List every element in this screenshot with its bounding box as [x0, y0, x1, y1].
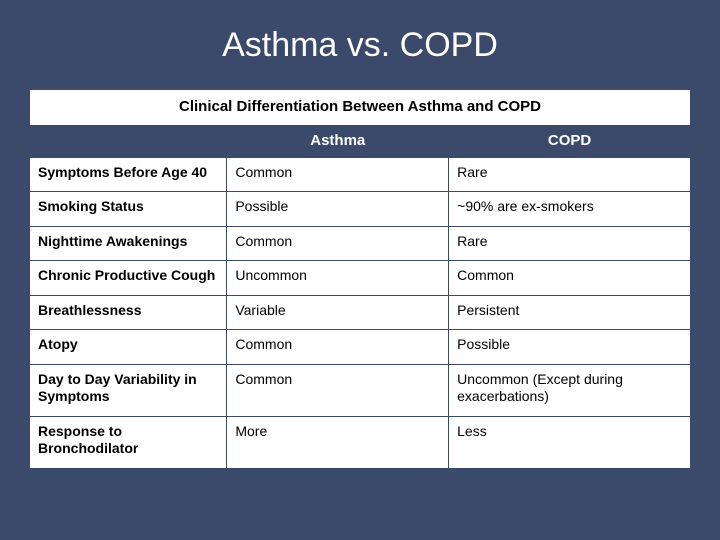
table-row: Day to Day Variability in Symptoms Commo… [30, 364, 691, 416]
copd-cell: Rare [449, 157, 691, 192]
table-row: Symptoms Before Age 40 Common Rare [30, 157, 691, 192]
asthma-cell: Common [227, 157, 449, 192]
copd-cell: Persistent [449, 295, 691, 330]
asthma-cell: More [227, 416, 449, 468]
table-body: Symptoms Before Age 40 Common Rare Smoki… [30, 157, 691, 468]
table-row: Nighttime Awakenings Common Rare [30, 226, 691, 261]
table-row: Chronic Productive Cough Uncommon Common [30, 261, 691, 296]
column-header-asthma: Asthma [227, 125, 449, 157]
table-row: Response to Bronchodilator More Less [30, 416, 691, 468]
comparison-table-container: Clinical Differentiation Between Asthma … [29, 89, 691, 469]
asthma-cell: Common [227, 226, 449, 261]
asthma-cell: Variable [227, 295, 449, 330]
feature-cell: Nighttime Awakenings [30, 226, 227, 261]
feature-cell: Breathlessness [30, 295, 227, 330]
asthma-cell: Uncommon [227, 261, 449, 296]
table-row: Smoking Status Possible ~90% are ex-smok… [30, 192, 691, 227]
feature-cell: Smoking Status [30, 192, 227, 227]
copd-cell: Rare [449, 226, 691, 261]
copd-cell: ~90% are ex-smokers [449, 192, 691, 227]
feature-cell: Chronic Productive Cough [30, 261, 227, 296]
feature-cell: Atopy [30, 330, 227, 365]
copd-cell: Uncommon (Except during exacerbations) [449, 364, 691, 416]
copd-cell: Possible [449, 330, 691, 365]
feature-cell: Response to Bronchodilator [30, 416, 227, 468]
asthma-cell: Common [227, 330, 449, 365]
column-header-blank [30, 125, 227, 157]
table-row: Atopy Common Possible [30, 330, 691, 365]
page-title: Asthma vs. COPD [222, 26, 498, 65]
comparison-table: Clinical Differentiation Between Asthma … [29, 89, 691, 469]
column-header-copd: COPD [449, 125, 691, 157]
table-caption: Clinical Differentiation Between Asthma … [30, 90, 691, 126]
feature-cell: Symptoms Before Age 40 [30, 157, 227, 192]
table-header-row: Asthma COPD [30, 125, 691, 157]
copd-cell: Less [449, 416, 691, 468]
table-caption-row: Clinical Differentiation Between Asthma … [30, 90, 691, 126]
table-row: Breathlessness Variable Persistent [30, 295, 691, 330]
asthma-cell: Common [227, 364, 449, 416]
asthma-cell: Possible [227, 192, 449, 227]
copd-cell: Common [449, 261, 691, 296]
feature-cell: Day to Day Variability in Symptoms [30, 364, 227, 416]
